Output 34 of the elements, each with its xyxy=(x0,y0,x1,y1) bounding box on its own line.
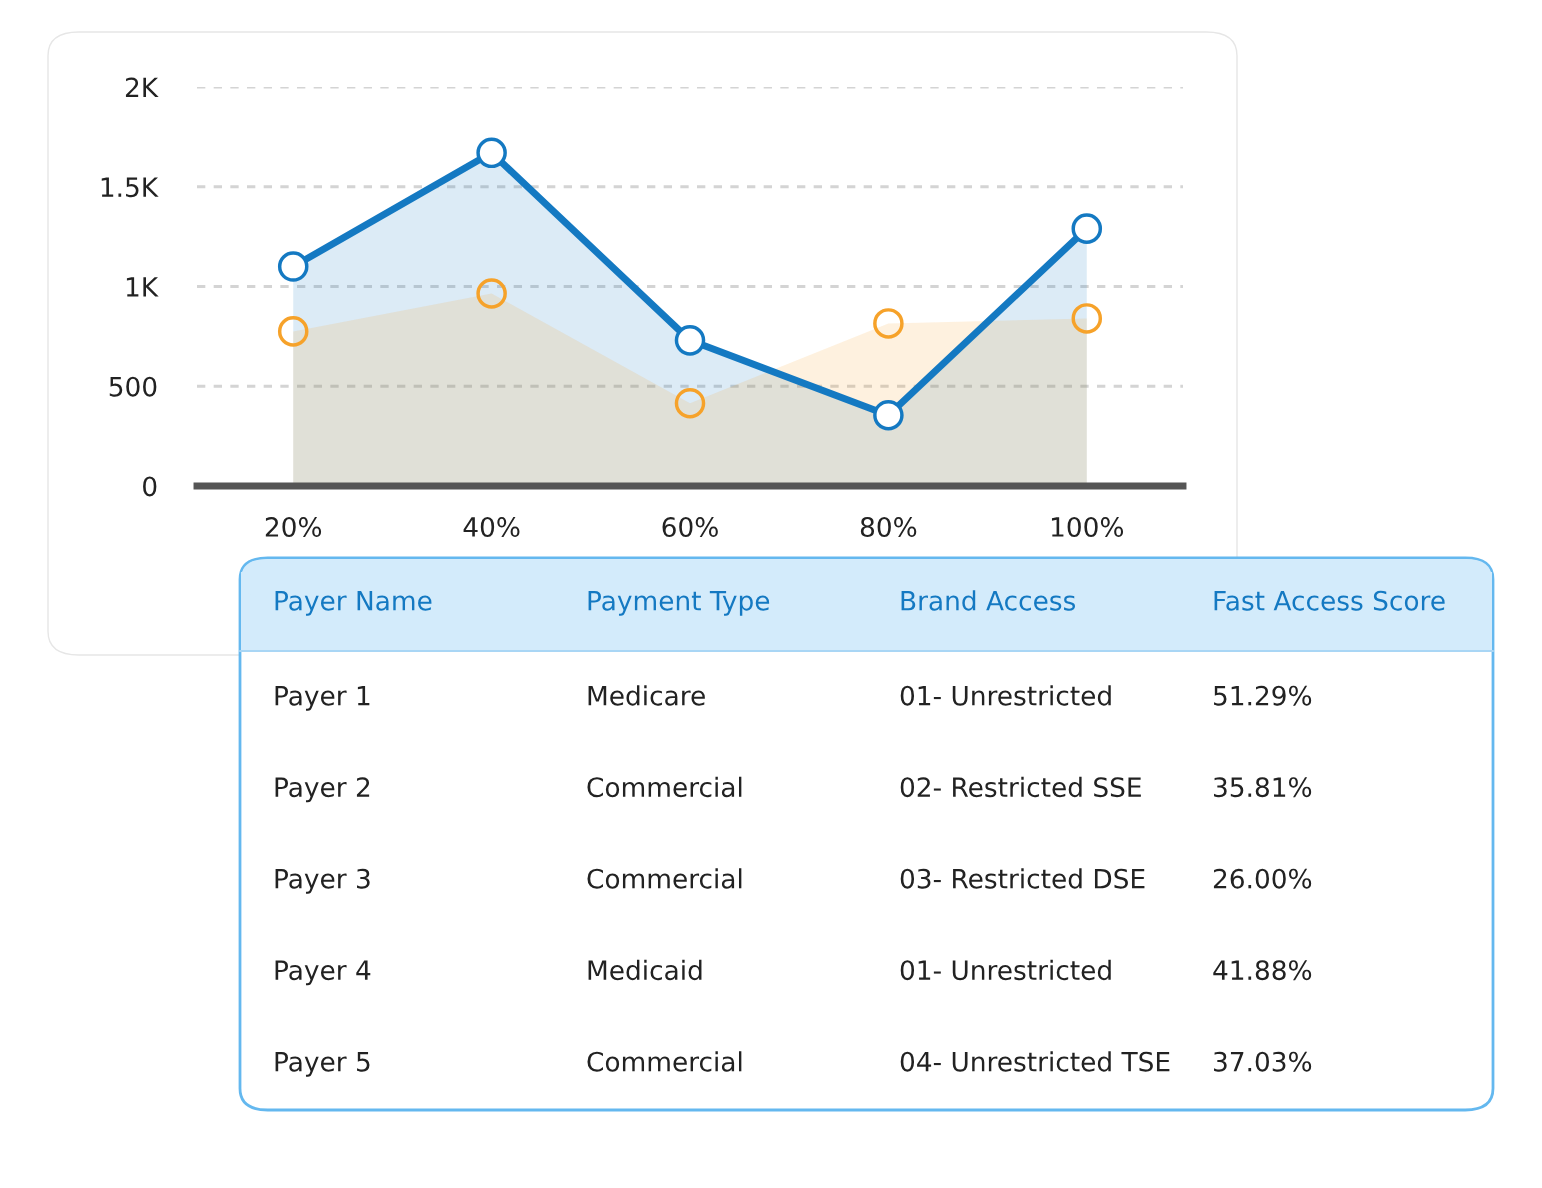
text: 02- Restricted SSE xyxy=(900,776,1141,798)
category-label: Brand Access xyxy=(901,590,1076,611)
text: 35.81% xyxy=(1214,777,1312,798)
text: Medicaid xyxy=(588,959,702,981)
text: 01- Unrestricted xyxy=(900,959,1111,981)
text: 26.00% xyxy=(1213,868,1312,889)
x-tick-label: 80% xyxy=(860,517,917,537)
text: Commercial xyxy=(587,776,742,798)
text: Payer 1 xyxy=(275,686,370,711)
text: Payer 5 xyxy=(275,1052,370,1077)
y-tick-label: 500 xyxy=(109,376,157,397)
text: 41.88% xyxy=(1213,960,1312,981)
y-tick-label: 1K xyxy=(126,277,159,297)
text: 01- Unrestricted xyxy=(900,685,1111,706)
text: Payer 2 xyxy=(275,777,370,803)
text: Payer 3 xyxy=(275,868,370,894)
text: 51.29% xyxy=(1214,685,1312,706)
category-label: Payer Name xyxy=(275,591,432,616)
text: 04- Unrestricted TSE xyxy=(900,1051,1170,1072)
text: Payer 4 xyxy=(275,960,371,986)
y-tick-label: 2K xyxy=(125,77,159,98)
text: Commercial xyxy=(587,1051,742,1072)
x-tick-label: 40% xyxy=(463,517,520,537)
y-tick-label: 0 xyxy=(143,476,157,497)
text: 37.03% xyxy=(1214,1051,1312,1072)
category-label: Payment Type xyxy=(588,591,770,616)
y-tick-label: 1.5K xyxy=(101,177,159,198)
text: Commercial xyxy=(587,868,742,889)
category-label: Fast Access Score xyxy=(1214,590,1445,611)
x-tick-label: 100% xyxy=(1051,517,1124,537)
text: Medicare xyxy=(588,685,705,706)
x-tick-label: 20% xyxy=(265,517,322,537)
text: 03- Restricted DSE xyxy=(900,868,1145,889)
x-tick-label: 60% xyxy=(662,517,718,537)
